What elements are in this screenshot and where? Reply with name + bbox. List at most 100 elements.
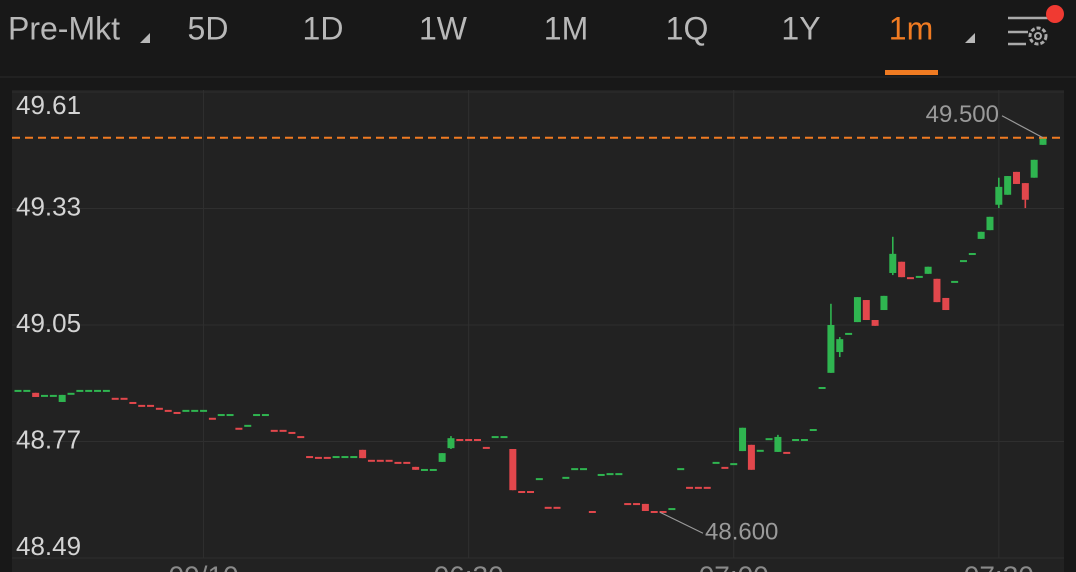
candle-body <box>933 278 941 303</box>
candle-body <box>306 456 314 459</box>
candle-body <box>730 463 738 466</box>
candle-body <box>721 466 729 469</box>
candle-body <box>420 468 428 471</box>
candle-body <box>880 295 888 311</box>
tab[interactable]: 1W <box>419 10 468 46</box>
candle-body <box>85 389 93 392</box>
candle-body <box>668 508 676 511</box>
candle-body <box>438 453 446 462</box>
candle-body <box>977 231 985 239</box>
candle-body <box>509 448 517 491</box>
candle-body <box>836 339 844 353</box>
candle-body <box>571 468 579 471</box>
candle-body <box>182 409 190 412</box>
candle-body <box>58 394 66 402</box>
candle-body <box>1012 171 1020 184</box>
candle-body <box>765 438 773 441</box>
tab[interactable]: 5D <box>188 10 229 46</box>
candle-body <box>456 439 464 442</box>
candle-body <box>500 436 508 439</box>
notification-dot <box>1046 5 1064 23</box>
candle-body <box>191 409 199 412</box>
candle-body <box>597 473 605 476</box>
candle-body <box>49 394 57 397</box>
candle-body <box>341 456 349 459</box>
icon-gear <box>1028 26 1048 46</box>
candle-body <box>173 411 181 414</box>
candle-body <box>898 261 906 278</box>
candle-body <box>147 404 155 407</box>
candle-body <box>1030 159 1038 178</box>
candle-body <box>491 436 499 439</box>
candle-body <box>615 473 623 476</box>
candle-body <box>995 186 1003 205</box>
candle-body <box>253 414 261 417</box>
tab[interactable]: Pre-Mkt <box>8 10 120 46</box>
candle-body <box>412 466 420 470</box>
candle-body <box>986 216 994 231</box>
candle-body <box>244 424 252 427</box>
y-tick-label: 48.49 <box>16 531 81 561</box>
tab[interactable]: 1m <box>889 10 933 46</box>
candle-body <box>527 491 534 494</box>
candle-body <box>367 459 375 462</box>
x-tick-label: 07:30 <box>964 560 1034 572</box>
candle-body <box>739 427 747 452</box>
candle-body <box>465 439 473 442</box>
candle-body <box>473 439 481 442</box>
tab[interactable]: 1Y <box>781 10 820 46</box>
candle-body <box>774 436 782 452</box>
candle-body <box>235 427 243 430</box>
candle-body <box>686 486 694 489</box>
candle-body <box>138 404 146 407</box>
last-price-label: 49.500 <box>926 101 999 128</box>
tab[interactable]: 1D <box>303 10 344 46</box>
candle-body <box>518 491 526 494</box>
candle-body <box>915 275 923 278</box>
candle-body <box>544 506 552 509</box>
tab[interactable]: 1M <box>544 10 588 46</box>
candle-body <box>102 389 110 392</box>
candle-body <box>535 478 543 481</box>
candle-body <box>1004 176 1012 195</box>
candle-body <box>385 459 393 462</box>
y-tick-label: 48.77 <box>16 424 81 454</box>
candle-body <box>1039 137 1047 145</box>
candle-body <box>279 429 287 432</box>
x-tick-label: 06:30 <box>434 560 504 572</box>
candle-body <box>562 476 570 479</box>
candle-body <box>747 444 755 470</box>
candle-body <box>588 510 596 513</box>
tab[interactable]: 1Q <box>666 10 709 46</box>
candle-body <box>76 389 84 392</box>
candle-body <box>111 397 119 400</box>
candle-body <box>924 266 932 274</box>
candle-body <box>553 506 561 509</box>
candle-body <box>1021 183 1029 200</box>
candle-body <box>41 394 49 397</box>
candle-body <box>968 253 976 256</box>
candle-body <box>359 449 367 459</box>
candle-body <box>871 320 879 326</box>
candle-body <box>208 417 216 420</box>
candle-body <box>853 297 861 323</box>
candle-body <box>800 439 808 442</box>
candle-body <box>677 468 685 471</box>
candle-body <box>200 409 208 412</box>
candle-body <box>694 486 702 489</box>
candle-body <box>155 407 163 410</box>
settings-icon[interactable] <box>1008 5 1064 46</box>
low-marker-label: 48.600 <box>705 519 778 546</box>
candle-body <box>129 401 137 404</box>
candle-body <box>906 277 914 280</box>
candle-body <box>120 397 128 400</box>
x-tick-label: 09/10 <box>169 560 239 572</box>
y-tick-label: 49.05 <box>16 308 81 338</box>
dropdown-arrow <box>965 33 975 43</box>
candle-body <box>217 414 225 417</box>
candle-body <box>32 392 40 397</box>
candle-body <box>756 449 764 452</box>
candle-body <box>164 409 172 412</box>
annotation-leader <box>659 511 704 534</box>
